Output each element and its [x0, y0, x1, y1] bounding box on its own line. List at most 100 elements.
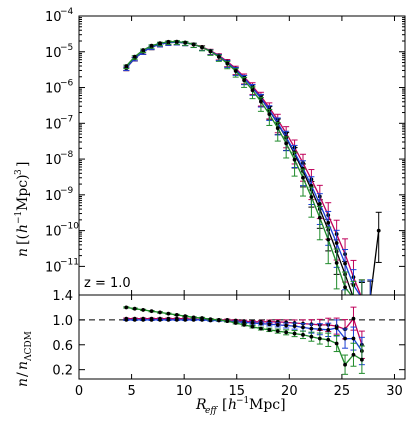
top-y-tick-label: 10 [45, 117, 62, 132]
bottom-data-point [267, 322, 272, 327]
top-data-point [216, 54, 221, 59]
bottom-data-point [183, 317, 188, 322]
bottom-data-point [141, 317, 146, 322]
top-data-point [326, 237, 331, 242]
top-data-point [317, 201, 322, 206]
bottom-data-point [166, 317, 171, 322]
top-data-point [250, 88, 255, 93]
bottom-data-point [132, 306, 137, 311]
bottom-data-point [158, 310, 162, 315]
x-tick-label: 25 [334, 384, 351, 399]
bottom-data-point [267, 327, 272, 332]
bottom-data-point [351, 352, 356, 357]
bottom-data-point [250, 324, 255, 329]
bottom-data-point [149, 317, 154, 322]
bottom-data-point [191, 315, 196, 320]
svg-text:[(: [( [15, 234, 31, 245]
top-y-tick-exponent: −7 [60, 114, 73, 124]
top-data-point [360, 296, 364, 300]
svg-text:/: / [15, 372, 31, 377]
x-axis-label: R eff [ h −1 Mpc] [195, 396, 286, 416]
svg-text:−1: −1 [14, 211, 24, 224]
svg-text:h: h [228, 397, 237, 413]
top-series-group [123, 39, 382, 300]
bottom-data-point [141, 308, 146, 312]
top-data-point [334, 261, 339, 265]
top-y-tick-label: 10 [45, 82, 62, 97]
top-y-tick-exponent: −4 [60, 7, 74, 17]
svg-text:Mpc): Mpc) [15, 174, 31, 211]
bottom-data-point [326, 327, 331, 332]
bottom-data-point [216, 317, 221, 322]
top-y-tick-exponent: −8 [60, 150, 74, 160]
top-data-point [292, 157, 297, 162]
svg-text:n: n [15, 361, 31, 370]
top-data-point [158, 41, 162, 46]
top-data-point [309, 195, 314, 199]
top-data-point [343, 261, 347, 266]
bottom-data-point [343, 336, 347, 341]
bottom-y-axis-label: n / n ΛCDM [15, 331, 34, 387]
x-tick-label: 10 [176, 384, 193, 399]
top-y-tick-exponent: −9 [60, 186, 74, 196]
bottom-data-point [317, 327, 322, 332]
x-tick-label: 30 [386, 384, 403, 399]
x-tick-label: 0 [75, 384, 83, 399]
bottom-data-point [334, 326, 339, 330]
bottom-y-tick-label: 1.0 [52, 314, 73, 329]
top-data-point [317, 215, 322, 220]
top-data-point [191, 42, 196, 47]
bottom-data-point [309, 326, 314, 331]
top-data-point [174, 39, 179, 44]
svg-text:n: n [15, 378, 31, 387]
top-y-tick-exponent: −10 [60, 222, 79, 232]
top-y-tick-label: 10 [45, 189, 62, 204]
bottom-data-point [309, 334, 314, 339]
top-data-point [166, 39, 171, 44]
bottom-data-point [158, 317, 162, 322]
bottom-data-point [359, 357, 364, 362]
top-plot-frame [78, 15, 406, 296]
bottom-data-point [334, 341, 339, 346]
top-data-point [360, 296, 364, 300]
x-tick-label: 20 [281, 384, 298, 399]
bottom-data-point [208, 317, 213, 322]
top-data-point [259, 99, 263, 104]
top-data-point [360, 296, 364, 300]
top-y-axis-label: n [( h −1 Mpc) 3 ] [14, 162, 31, 257]
svg-text:h: h [15, 224, 31, 233]
bottom-data-point [275, 322, 280, 327]
bottom-data-point [132, 317, 137, 322]
bottom-y-tick-label: 1.4 [52, 289, 73, 304]
bottom-data-point [301, 332, 305, 337]
bottom-data-point [284, 323, 289, 328]
bottom-y-tick-label: 0.2 [52, 364, 73, 379]
bottom-data-point [343, 362, 347, 367]
bottom-data-point [317, 336, 322, 341]
bottom-data-point [149, 309, 154, 314]
bottom-data-point [292, 331, 297, 336]
top-data-point [326, 220, 331, 225]
top-y-tick-label: 10 [45, 46, 62, 61]
svg-text:[: [ [222, 397, 227, 413]
bottom-data-point [174, 313, 179, 317]
top-y-tick-label: 10 [45, 153, 62, 168]
x-tick-label: 5 [127, 384, 135, 399]
svg-text:−1: −1 [236, 396, 249, 406]
top-data-point [141, 48, 146, 52]
bottom-data-point [292, 324, 297, 329]
top-data-point [267, 112, 272, 117]
top-y-tick-label: 10 [45, 225, 62, 240]
svg-text:Mpc]: Mpc] [249, 397, 286, 413]
top-y-tick-exponent: −11 [60, 257, 79, 267]
bottom-data-point [166, 311, 171, 316]
bottom-data-point [326, 337, 331, 342]
bottom-data-point [183, 314, 188, 319]
bottom-data-point [124, 305, 129, 310]
bottom-data-point [259, 326, 263, 331]
top-series-line-0 [125, 41, 380, 295]
top-data-point [275, 126, 280, 131]
svg-text:]: ] [15, 162, 31, 167]
top-data-point [352, 296, 356, 300]
